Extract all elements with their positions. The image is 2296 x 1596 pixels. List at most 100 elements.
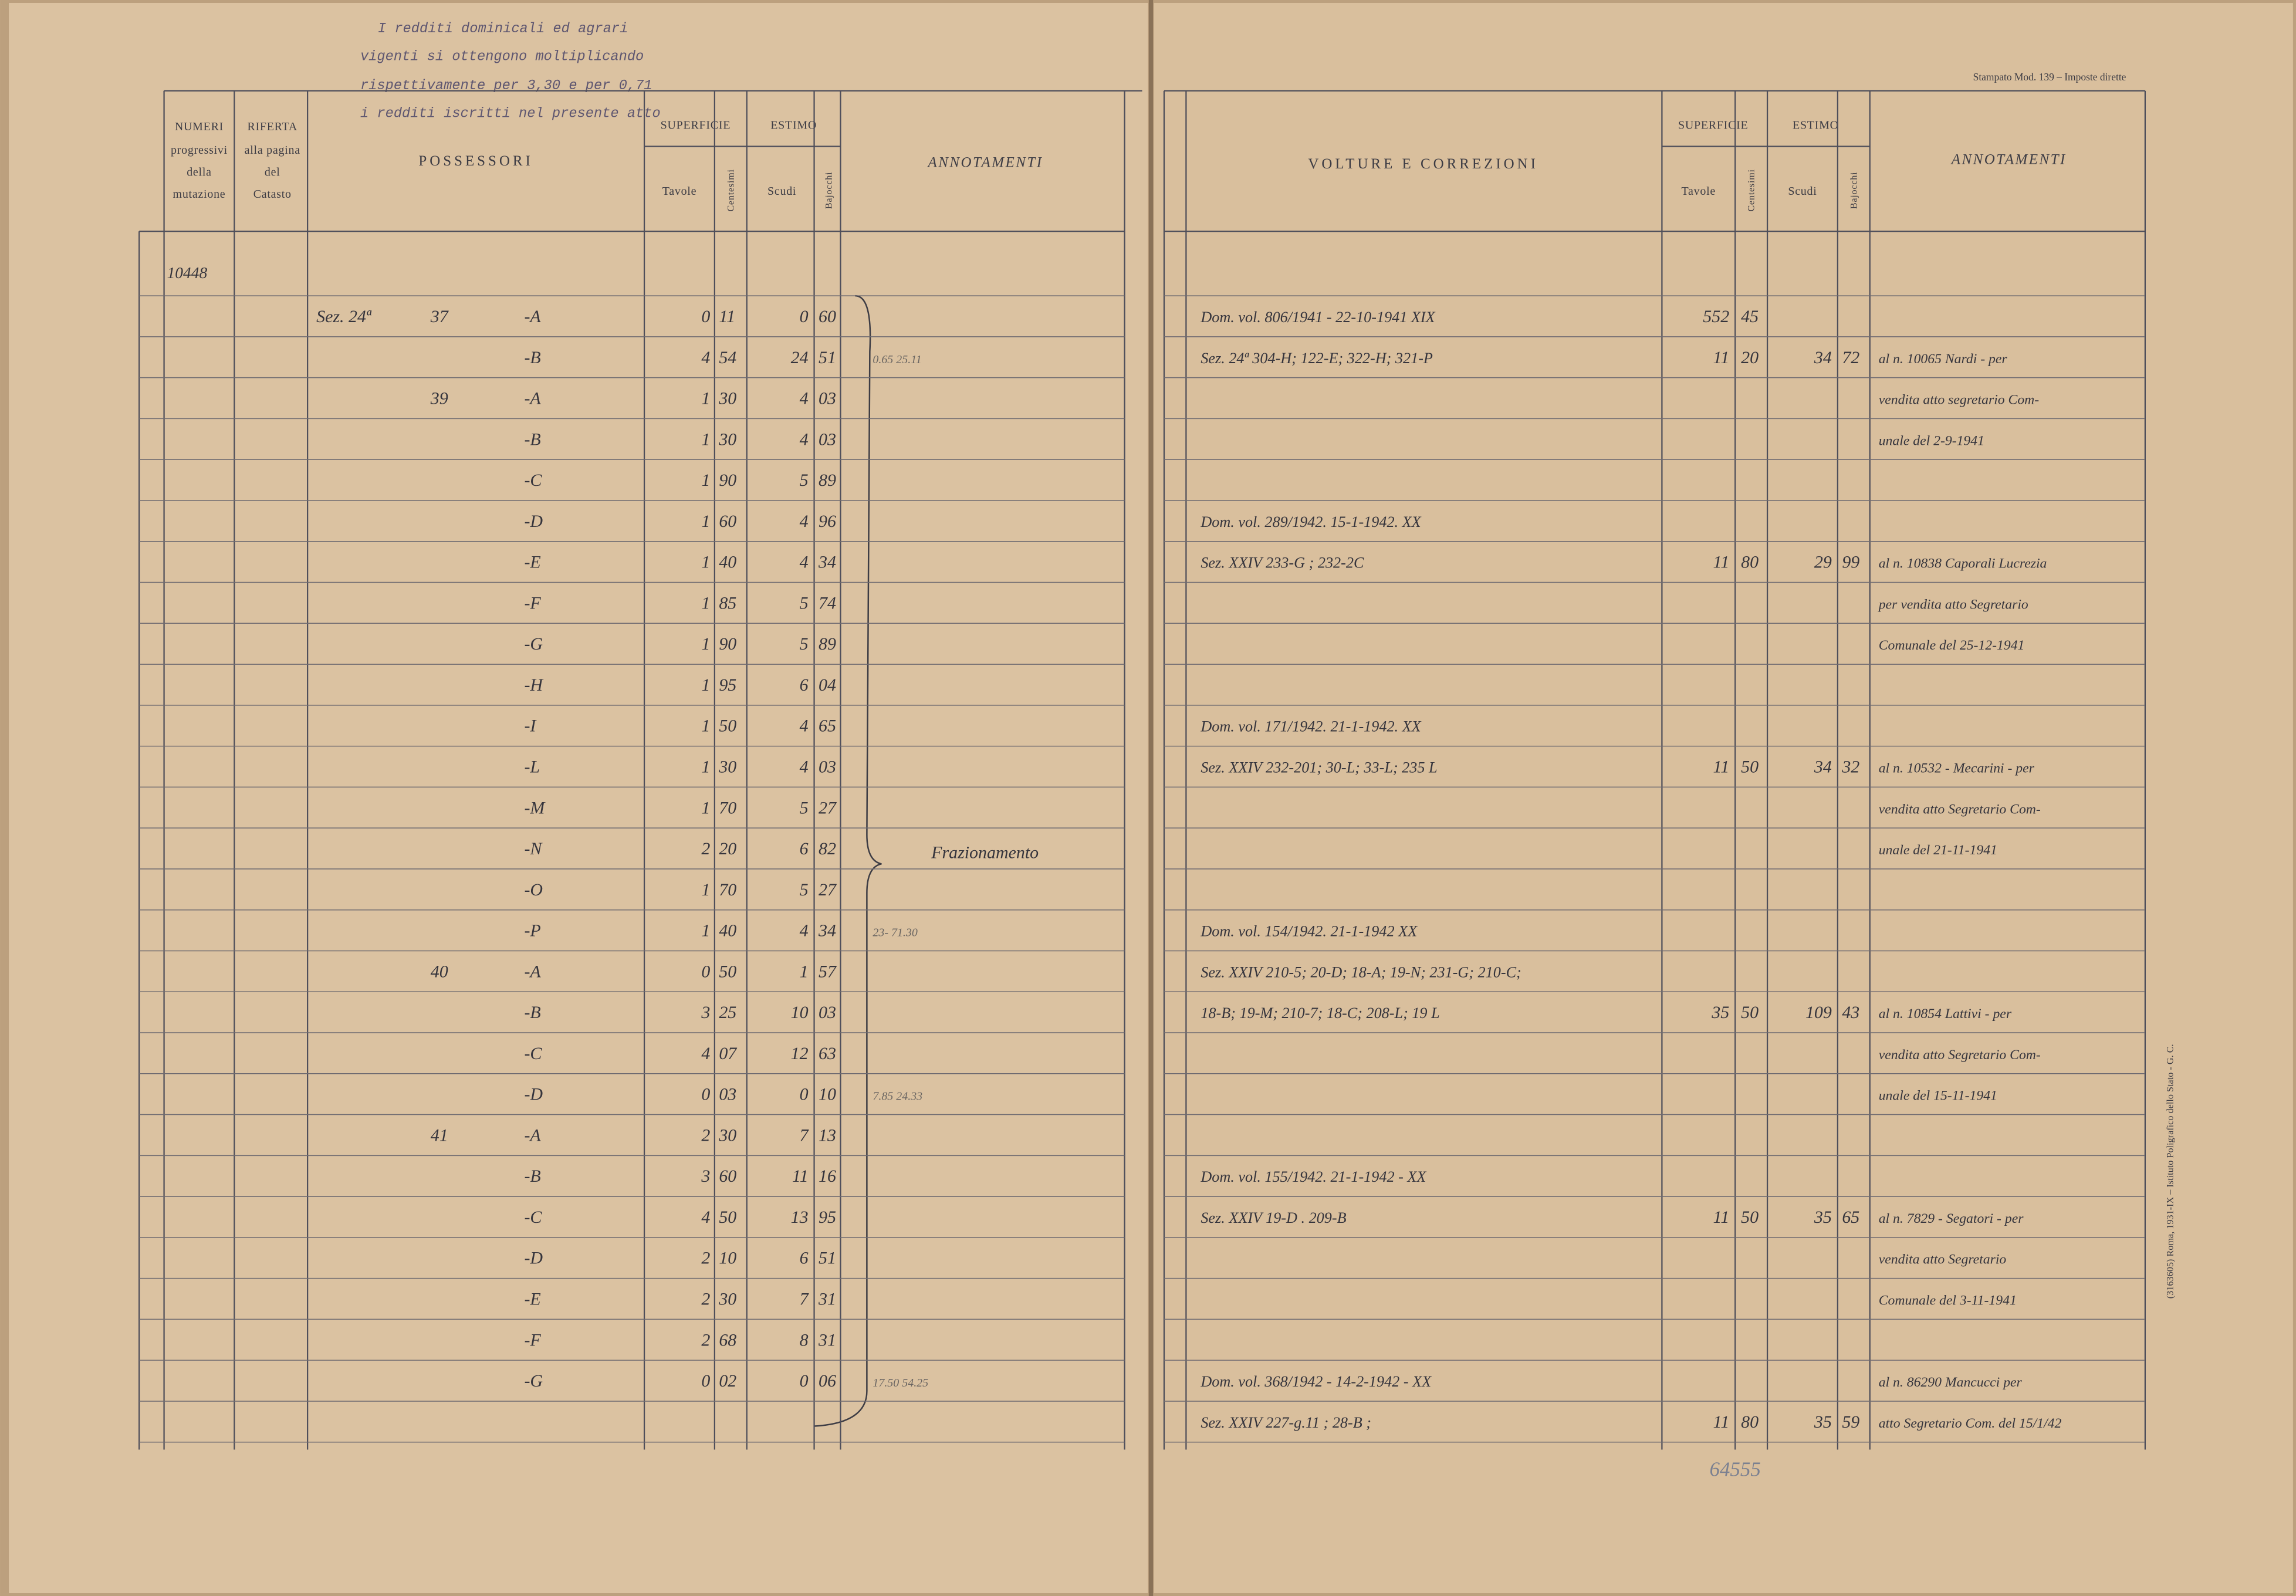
cell-centesimi: 11 [719, 307, 735, 326]
cell-bajocchi: 43 [1842, 1003, 1859, 1022]
cell-annotamento: al n. 10838 Caporali Lucrezia [1879, 556, 2047, 572]
cell-tavole: 1 [701, 757, 710, 776]
cell-bajocchi: 65 [1842, 1208, 1859, 1227]
footer-number: 64555 [1710, 1458, 1761, 1480]
cell-tavole: 1 [701, 634, 710, 654]
cell-tavole: 1 [701, 593, 710, 613]
cell-volture: Sez. XXIV 19-D . 209-B [1201, 1209, 1346, 1226]
cell-bajocchi: 16 [819, 1166, 836, 1186]
cell-annotamento: per vendita atto Segretario [1878, 597, 2028, 612]
header: VOLTURE E CORREZIONI [1308, 156, 1538, 172]
cell-scudi: 4 [800, 430, 809, 449]
cell-bajocchi: 96 [819, 512, 836, 531]
right-page [1154, 2, 2293, 1594]
cell-centesimi: 80 [1741, 553, 1759, 572]
cell-bajocchi: 89 [819, 634, 836, 654]
cell-note: 17.50 54.25 [873, 1377, 928, 1389]
cell-note: 23- 71.30 [873, 927, 918, 939]
cell-scudi: 12 [791, 1044, 809, 1063]
cell-scudi: 4 [800, 512, 809, 531]
cell-letter: -C [524, 1208, 542, 1227]
cell-annotamento: Comunale del 25-12-1941 [1879, 638, 2025, 653]
cell-letter: -M [524, 798, 546, 817]
cell-annotamento: atto Segretario Com. del 15/1/42 [1879, 1416, 2062, 1431]
cell-bajocchi: 27 [819, 798, 837, 817]
left-headers: NUMERI progressivi della mutazione RIFER… [171, 119, 1042, 212]
cell-parcel: 37 [430, 307, 449, 326]
cell-tavole: 1 [701, 880, 710, 900]
cell-scudi: 109 [1805, 1003, 1832, 1022]
cell-bajocchi: 51 [819, 1249, 836, 1268]
header: SUPERFICIE [661, 119, 731, 132]
cell-tavole: 11 [1713, 1412, 1729, 1432]
right-headers: VOLTURE E CORREZIONI SUPERFICIE Tavole C… [1308, 119, 2067, 212]
cell-tavole: 2 [701, 839, 710, 858]
cell-letter: -B [524, 1003, 540, 1022]
cell-bajocchi: 63 [819, 1044, 836, 1063]
cell-centesimi: 68 [719, 1330, 736, 1350]
cell-annotamento: unale del 21-11-1941 [1879, 843, 1997, 858]
cell-bajocchi: 13 [819, 1125, 836, 1145]
header: Centesimi [1746, 169, 1757, 212]
cell-centesimi: 02 [719, 1371, 736, 1391]
cell-annotamento: al n. 10065 Nardi - per [1879, 351, 2008, 367]
cell-volture: Sez. XXIV 233-G ; 232-2C [1201, 554, 1364, 572]
cell-tavole: 3 [701, 1166, 710, 1186]
cell-bajocchi: 04 [819, 675, 836, 695]
cell-bajocchi: 06 [819, 1371, 836, 1391]
cell-bajocchi: 74 [819, 593, 836, 613]
cell-letter: -D [524, 512, 543, 531]
cell-tavole: 1 [701, 553, 710, 572]
cell-letter: -G [524, 1371, 543, 1391]
cell-bajocchi: 34 [818, 553, 836, 572]
cell-tavole: 3 [701, 1003, 710, 1022]
cell-scudi: 5 [800, 634, 809, 654]
cell-tavole: 0 [701, 307, 710, 326]
cell-letter: -B [524, 348, 540, 367]
cell-tavole: 1 [701, 798, 710, 817]
cell-parcel: 40 [431, 962, 448, 981]
cell-bajocchi: 03 [819, 430, 836, 449]
cell-volture: 18-B; 19-M; 210-7; 18-C; 208-L; 19 L [1201, 1005, 1439, 1022]
cell-volture: Dom. vol. 154/1942. 21-1-1942 XX [1200, 923, 1418, 940]
mutation-number: 10448 [167, 264, 208, 282]
cell-scudi: 0 [800, 307, 809, 326]
cell-scudi: 35 [1814, 1208, 1832, 1227]
header: progressivi [171, 144, 228, 157]
cell-tavole: 11 [1713, 553, 1729, 572]
cell-scudi: 5 [800, 471, 809, 490]
cell-tavole: 11 [1713, 348, 1729, 367]
header: ANNOTAMENTI [1950, 151, 2067, 167]
cell-centesimi: 20 [1741, 348, 1759, 367]
cell-letter: -O [524, 880, 543, 900]
cell-scudi: 13 [791, 1208, 809, 1227]
cell-centesimi: 30 [718, 1125, 736, 1145]
cell-scudi: 34 [1814, 348, 1832, 367]
cell-scudi: 10 [791, 1003, 809, 1022]
cell-scudi: 7 [800, 1290, 809, 1309]
cell-scudi: 29 [1814, 553, 1832, 572]
cell-annotamento: Comunale del 3-11-1941 [1879, 1293, 2017, 1308]
cell-bajocchi: 27 [819, 880, 837, 900]
cell-volture: Dom. vol. 155/1942. 21-1-1942 - XX [1200, 1168, 1426, 1185]
header: Scudi [1788, 185, 1817, 198]
section: Sez. 24ª [316, 307, 372, 326]
cell-volture: Dom. vol. 289/1942. 15-1-1942. XX [1200, 513, 1421, 530]
cell-bajocchi: 03 [819, 389, 836, 408]
cell-letter: -E [524, 1290, 540, 1309]
cell-centesimi: 30 [718, 389, 736, 408]
cell-letter: -L [524, 757, 540, 776]
header: Tavole [662, 185, 697, 198]
cell-tavole: 1 [701, 512, 710, 531]
cell-annotamento: al n. 7829 - Segatori - per [1879, 1211, 2024, 1226]
cell-letter: -F [524, 1330, 541, 1350]
cell-letter: -A [524, 307, 541, 326]
cell-bajocchi: 95 [819, 1208, 836, 1227]
cell-tavole: 4 [701, 348, 710, 367]
imprint: (3163605) Roma, 1931-IX – Istituto Polig… [2165, 1044, 2175, 1299]
cell-bajocchi: 03 [819, 1003, 836, 1022]
cell-centesimi: 40 [719, 921, 736, 941]
cell-bajocchi: 51 [819, 348, 836, 367]
header: ESTIMO [1793, 119, 1839, 132]
